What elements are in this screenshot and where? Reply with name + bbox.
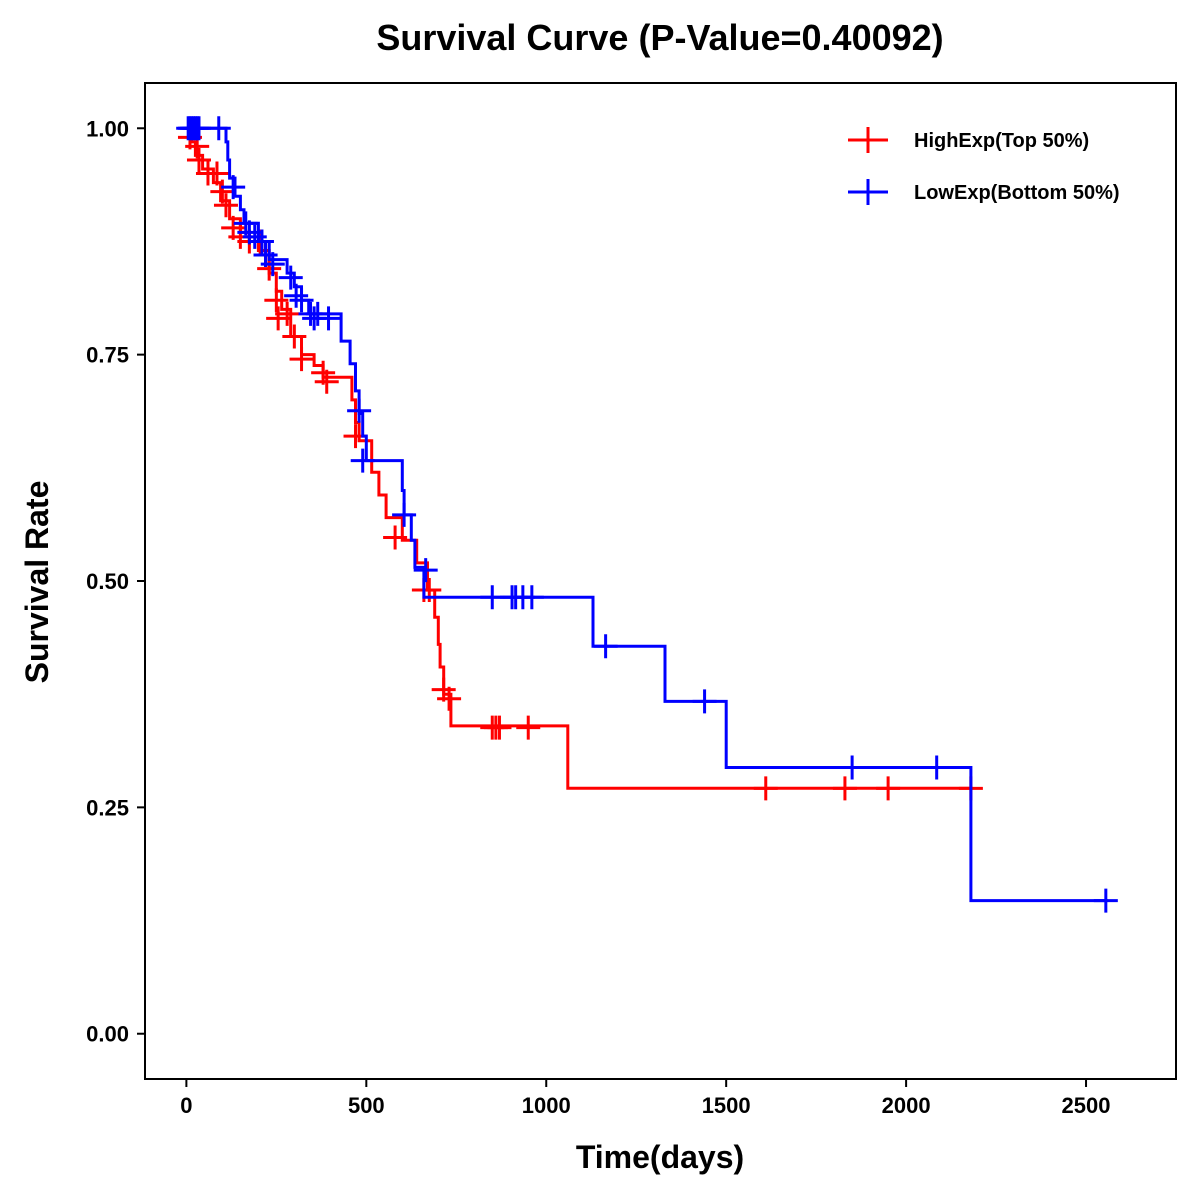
censor-mark-high-exp — [289, 347, 314, 372]
legend-swatch-low-exp — [848, 179, 888, 205]
x-tick-label: 2500 — [1062, 1093, 1111, 1118]
x-tick-label: 1000 — [522, 1093, 571, 1118]
legend: HighExp(Top 50%) LowExp(Bottom 50%) — [848, 127, 1120, 205]
censor-mark-low-exp — [519, 585, 544, 610]
survival-curve-low-exp — [186, 126, 1108, 903]
series-layer — [176, 116, 1118, 913]
censor-mark-low-exp — [413, 558, 438, 583]
x-axis: 0 500 1000 1500 2000 2500 — [180, 1079, 1111, 1118]
censor-mark-low-exp — [305, 301, 330, 326]
y-tick-label: 0.50 — [86, 569, 129, 594]
censor-mark-low-exp — [289, 288, 314, 313]
x-tick-label: 2000 — [882, 1093, 931, 1118]
censor-mark-high-exp — [275, 301, 300, 326]
y-tick-label: 0.00 — [86, 1022, 129, 1047]
x-axis-label: Time(days) — [576, 1139, 744, 1175]
censor-mark-low-exp — [221, 175, 246, 200]
censor-mark-high-exp — [832, 776, 857, 801]
censor-mark-low-exp — [249, 229, 274, 254]
censor-mark-low-exp — [840, 755, 865, 780]
censor-mark-high-exp — [314, 369, 339, 394]
censor-mark-low-exp — [924, 755, 949, 780]
legend-item-low-exp: LowExp(Bottom 50%) — [848, 179, 1120, 205]
censor-mark-high-exp — [383, 525, 408, 550]
y-tick-label: 0.25 — [86, 795, 129, 820]
x-tick-label: 1500 — [702, 1093, 751, 1118]
censor-mark-low-exp — [593, 634, 618, 659]
censor-mark-low-exp — [260, 252, 285, 277]
y-tick-label: 1.00 — [86, 116, 129, 141]
censor-mark-low-exp — [316, 306, 341, 331]
y-axis: 0.00 0.25 0.50 0.75 1.00 — [86, 116, 145, 1047]
censor-mark-low-exp — [347, 398, 372, 423]
censor-mark-low-exp — [284, 283, 309, 308]
series-low-exp — [176, 116, 1118, 913]
censor-mark-high-exp — [213, 193, 238, 218]
legend-swatch-high-exp — [848, 127, 888, 153]
censor-mark-high-exp — [282, 324, 307, 349]
x-tick-label: 500 — [348, 1093, 385, 1118]
y-axis-label: Survival Rate — [19, 481, 55, 684]
censor-mark-high-exp — [204, 161, 229, 186]
censor-mark-high-exp — [753, 776, 778, 801]
censor-mark-low-exp — [1093, 888, 1118, 913]
x-tick-label: 0 — [180, 1093, 192, 1118]
y-tick-label: 0.75 — [86, 343, 129, 368]
legend-item-high-exp: HighExp(Top 50%) — [848, 127, 1089, 153]
censor-mark-high-exp — [186, 147, 211, 172]
censor-mark-low-exp — [206, 116, 231, 141]
censor-mark-low-exp — [237, 220, 262, 245]
censor-mark-low-exp — [392, 502, 417, 527]
censor-mark-high-exp — [437, 686, 462, 711]
censor-mark-high-exp — [210, 179, 235, 204]
censor-mark-high-exp — [876, 776, 901, 801]
censor-mark-low-exp — [278, 265, 303, 290]
censor-mark-high-exp — [264, 288, 289, 313]
series-high-exp — [177, 125, 983, 801]
censor-mark-high-exp — [516, 715, 541, 740]
legend-label-high-exp: HighExp(Top 50%) — [914, 130, 1089, 152]
chart-title: Survival Curve (P-Value=0.40092) — [376, 17, 943, 58]
legend-label-low-exp: LowExp(Bottom 50%) — [914, 182, 1120, 204]
censor-mark-low-exp — [692, 689, 717, 714]
censor-mark-low-exp — [350, 448, 375, 473]
censor-mark-high-exp — [487, 715, 512, 740]
